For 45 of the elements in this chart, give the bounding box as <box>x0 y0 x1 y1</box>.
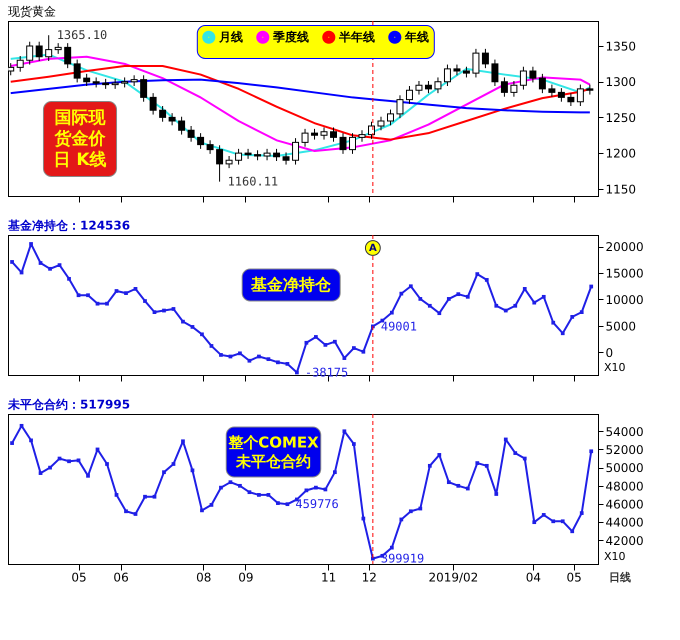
y-axis-title: X10 <box>604 550 626 563</box>
y-tick-label: 15000 <box>606 266 644 281</box>
x-tick-label: 2019/02 <box>428 570 478 584</box>
y-axis-title: X10 <box>604 361 626 374</box>
y-tick-label: 1150 <box>606 182 636 196</box>
y-tick-label: 1200 <box>606 146 636 161</box>
legend-label: 月线 <box>218 30 243 44</box>
annotation: 1160.11 <box>228 174 278 189</box>
x-tick-label: 05 <box>71 570 87 584</box>
legend-label: 半年线 <box>338 30 375 44</box>
y-tick-label: 1250 <box>606 110 636 125</box>
y-tick-label: 20000 <box>606 240 644 254</box>
x-tick-label: 09 <box>238 570 254 584</box>
x-tick-label: 04 <box>526 570 542 584</box>
y-tick-label: 0 <box>606 346 614 360</box>
chart-title: 未平仓合约：517995 <box>7 398 130 412</box>
chart-title: 现货黄金 <box>8 4 56 18</box>
legend-label: 年线 <box>404 30 429 44</box>
annotation: A <box>368 243 377 254</box>
text: 日线 <box>609 571 631 584</box>
y-tick-label: 54000 <box>606 424 644 439</box>
y-tick-label: 46000 <box>606 498 644 512</box>
annotation: 国际现货金价日 K线 <box>53 108 107 170</box>
chart-title: 基金净持仓：124536 <box>7 218 130 232</box>
y-tick-label: 1350 <box>606 40 636 54</box>
annotation: 1365.10 <box>56 28 108 42</box>
y-tick-label: 44000 <box>606 516 644 530</box>
x-tick-label: 05 <box>566 570 582 584</box>
y-tick-label: 50000 <box>606 461 644 476</box>
y-tick-label: 1300 <box>606 75 636 90</box>
annotation: 49001 <box>380 319 417 334</box>
y-tick-label: 10000 <box>606 292 644 307</box>
y-tick-label: 52000 <box>606 442 644 457</box>
annotation: 459776 <box>295 497 339 512</box>
legend-label: 季度线 <box>272 30 309 44</box>
annotation: 整个COMEX未平仓合约 <box>227 434 320 470</box>
x-tick-label: 11 <box>320 570 336 584</box>
x-tick-label: 12 <box>362 570 377 584</box>
y-tick-label: 42000 <box>606 534 644 548</box>
x-tick-label: 06 <box>113 570 129 584</box>
y-tick-label: 5000 <box>606 319 636 334</box>
x-tick-label: 08 <box>196 570 212 584</box>
annotation: 基金净持仓 <box>250 275 332 294</box>
annotation: 399919 <box>380 552 424 566</box>
y-tick-label: 48000 <box>606 479 644 494</box>
